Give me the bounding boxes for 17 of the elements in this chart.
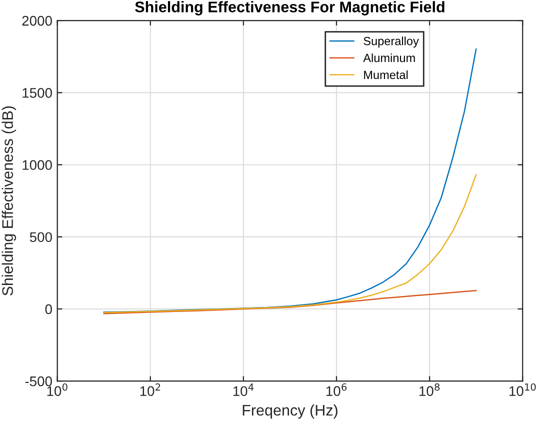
legend-label: Aluminum: [363, 53, 415, 62]
y-tick-label: 1500: [22, 88, 52, 98]
x-tick-label: 10$^{6}$: [326, 383, 347, 396]
y-tick-label: -500: [25, 376, 52, 386]
x-tick-label: 10$^{2}$: [140, 383, 160, 396]
chart-title: Shielding Effectiveness For Magnetic Field: [135, 1, 444, 16]
y-tick-label: 1000: [22, 160, 52, 170]
legend-label: Superalloy: [364, 36, 419, 48]
y-axis-title: Shielding Effectiveness (dB): [2, 106, 16, 296]
y-tick-label: 0: [45, 304, 52, 314]
x-tick-label: 10$^{10}$: [509, 383, 536, 396]
x-tick-label: 10$^{8}$: [420, 383, 440, 396]
x-axis-title: Freqency (Hz): [242, 404, 338, 419]
y-tick-label: 500: [30, 232, 52, 242]
x-tick-label: 10$^{4}$: [233, 383, 254, 396]
legend-label: Mumetal: [364, 70, 408, 80]
y-tick-label: 2000: [22, 16, 52, 26]
